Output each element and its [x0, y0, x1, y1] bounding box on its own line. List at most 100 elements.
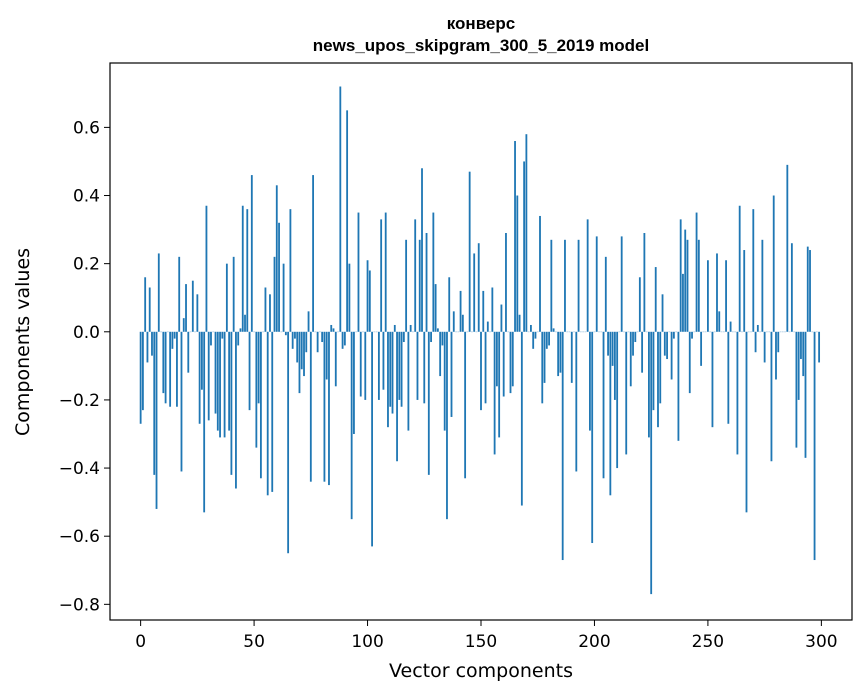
bar [648, 332, 650, 438]
bar [516, 196, 518, 332]
bar [664, 332, 666, 356]
bar [691, 332, 693, 339]
bar [591, 332, 593, 543]
bar [682, 274, 684, 332]
bar [423, 332, 425, 404]
bar [755, 332, 757, 352]
bar [378, 332, 380, 400]
bar [634, 332, 636, 342]
bar [330, 325, 332, 332]
bar [532, 332, 534, 349]
bar [478, 243, 480, 332]
bar [743, 250, 745, 332]
bar [417, 332, 419, 400]
bar [453, 311, 455, 331]
bar [335, 332, 337, 387]
bar [521, 332, 523, 506]
bar [442, 332, 444, 346]
y-tick-label: −0.8 [59, 595, 100, 615]
bar [498, 332, 500, 438]
bar [700, 332, 702, 366]
bar [171, 332, 173, 349]
bar [403, 332, 405, 342]
bar [181, 332, 183, 472]
bar [328, 332, 330, 485]
x-axis-label: Vector components [389, 660, 573, 682]
x-tick-label: 200 [578, 632, 610, 652]
bar [187, 332, 189, 373]
bar [371, 332, 373, 547]
bar [369, 270, 371, 331]
bar [308, 311, 310, 331]
bar [480, 332, 482, 410]
bar [530, 325, 532, 332]
bar [196, 294, 198, 331]
bar [777, 332, 779, 352]
bar [233, 257, 235, 332]
bar [605, 257, 607, 332]
bar [739, 206, 741, 332]
bar [578, 240, 580, 332]
bar [464, 332, 466, 478]
bar [210, 332, 212, 346]
bar [587, 219, 589, 331]
bar [523, 161, 525, 331]
bar [621, 236, 623, 331]
bar [201, 332, 203, 390]
bar [494, 332, 496, 455]
bar [321, 332, 323, 342]
bar [183, 318, 185, 332]
bar [414, 219, 416, 331]
bar [387, 332, 389, 427]
bar [276, 185, 278, 331]
bar [383, 332, 385, 390]
bar [446, 332, 448, 519]
bar [437, 328, 439, 331]
bar [807, 247, 809, 332]
bar [342, 332, 344, 349]
bar [650, 332, 652, 594]
bar [244, 315, 246, 332]
bar [240, 328, 242, 331]
bar [410, 325, 412, 332]
bar [258, 332, 260, 404]
bar [312, 175, 314, 332]
bar [326, 332, 328, 380]
bar [800, 332, 802, 359]
bar [360, 332, 362, 397]
bar [773, 196, 775, 332]
bar [775, 332, 777, 380]
bar [289, 209, 291, 332]
bar [473, 253, 475, 331]
y-tick-label: −0.2 [59, 391, 100, 411]
bar [199, 332, 201, 424]
bar [632, 332, 634, 356]
bar [512, 332, 514, 387]
bar [596, 236, 598, 331]
bar [267, 332, 269, 496]
bar [351, 332, 353, 519]
bar [757, 325, 759, 332]
bar [752, 209, 754, 332]
bar [174, 332, 176, 339]
bar [439, 332, 441, 376]
bar [162, 332, 164, 393]
bar [575, 332, 577, 472]
bar [221, 332, 223, 339]
y-tick-label: 0.6 [73, 118, 100, 138]
bar [287, 332, 289, 553]
bar [435, 284, 437, 332]
bar [716, 253, 718, 331]
bar [294, 332, 296, 339]
bar [283, 264, 285, 332]
bar [643, 233, 645, 332]
bar [255, 332, 257, 448]
bar [809, 250, 811, 332]
bar [544, 332, 546, 383]
x-tick-label: 300 [805, 632, 837, 652]
bar [625, 332, 627, 455]
bar [407, 332, 409, 431]
bar [367, 260, 369, 332]
